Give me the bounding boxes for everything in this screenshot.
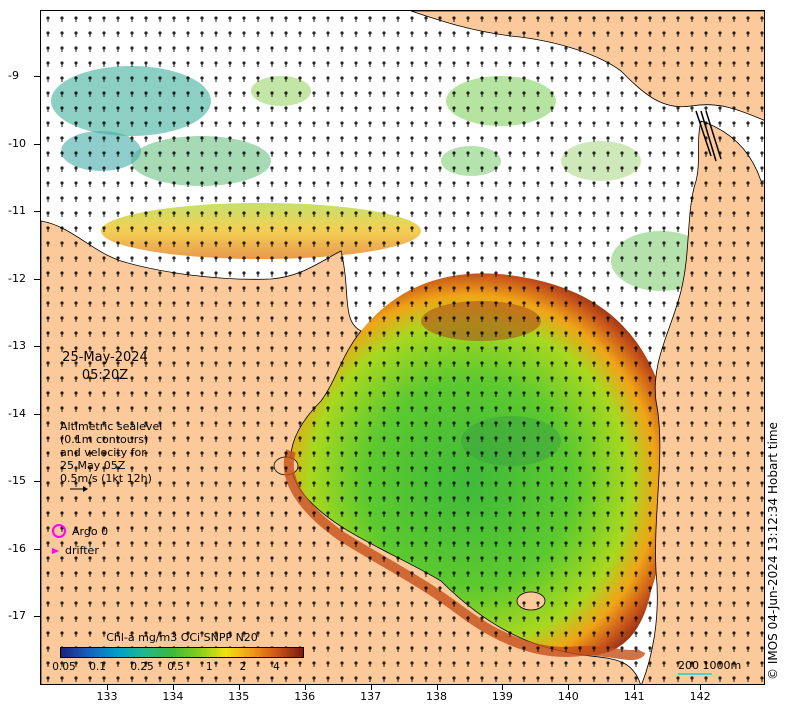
y-tick-mark [34,211,40,212]
drifter-marker-icon [52,547,59,554]
x-tick-mark [107,685,108,690]
x-tick-mark [568,685,570,690]
annotation-line: 25 May 05Z [60,459,126,472]
annotation-line: (0.1m contours) [60,433,149,446]
y-tick-mark [34,481,40,482]
x-tick-label: 133 [96,690,118,703]
colorbar-tick-label: 0.05 [52,661,76,673]
x-tick-label: 135 [228,690,250,703]
velocity-arrows [41,11,764,684]
legend-drifter: drifter [52,544,99,557]
colorbar-tick-label: 0.5 [167,661,184,673]
x-tick-label: 134 [162,690,184,703]
y-tick-label: -14 [8,406,26,420]
colorbar-tick-label: 1 [205,661,213,673]
date-text: 25-May-2024 [62,350,148,365]
annotation-line: 0.5m/s (1kt 12h) [60,472,152,485]
colorbar-title: Chl-a mg/m3 OCi SNPP N20 [106,631,258,644]
map-canvas [41,11,764,684]
argo-marker-icon [52,524,66,538]
colorbar-tick-label: 0.25 [130,661,154,673]
x-tick-mark [304,685,306,690]
x-tick-label: 138 [426,690,447,703]
annotation-line: and velocity for [60,446,146,459]
y-tick-mark [34,548,40,550]
y-tick-label: -11 [8,204,26,217]
colorbar-tick-label: 0.1 [89,661,106,673]
y-tick-label: -10 [8,136,26,150]
y-tick-mark [34,143,40,145]
x-tick-label: 142 [689,690,711,703]
argo-label: Argo 0 [72,524,109,538]
y-tick-label: -13 [8,339,26,352]
date-label: 25-May-2024 05:20Z [60,349,150,385]
x-tick-label: 136 [294,690,316,703]
y-tick-label: -16 [8,541,26,555]
x-tick-mark [634,685,636,690]
y-tick-mark [34,346,40,347]
x-tick-label: 141 [623,690,645,703]
y-tick-label: -17 [8,609,26,622]
x-tick-mark [700,685,702,690]
colorbar-tick-label: 4 [273,661,280,673]
x-tick-label: 137 [360,690,382,703]
strong-current-arrows [695,110,722,162]
scalebar-label: 200 1000m [678,659,742,672]
colorbar-tick-label: 2 [239,661,247,673]
x-tick-mark [238,685,240,690]
drifter-label: drifter [65,544,99,557]
x-tick-label: 140 [557,690,579,703]
map-area[interactable] [40,10,765,685]
legend-argo: Argo 0 [52,524,108,538]
velocity-scale-arrow [70,486,88,492]
y-tick-mark [34,76,40,77]
y-tick-label: -9 [8,69,19,82]
y-tick-mark [34,278,40,280]
credit-text: © IMOS 04-Jun-2024 13:12:34 Hobart time [766,422,780,680]
x-tick-mark [370,685,372,690]
scalebar-line [678,673,712,675]
y-tick-mark [34,616,40,617]
y-tick-mark [34,413,40,415]
y-tick-label: -15 [8,474,26,487]
time-text: 05:20Z [81,368,129,383]
x-tick-label: 139 [491,690,513,703]
y-tick-label: -12 [8,271,26,285]
velocity-annotation: Altimetric sealevel (0.1m contours) and … [60,420,162,485]
x-tick-mark [502,685,504,690]
x-tick-mark [172,685,174,690]
x-tick-mark [436,685,438,690]
colorbar [60,647,304,658]
annotation-line: Altimetric sealevel [60,420,163,433]
